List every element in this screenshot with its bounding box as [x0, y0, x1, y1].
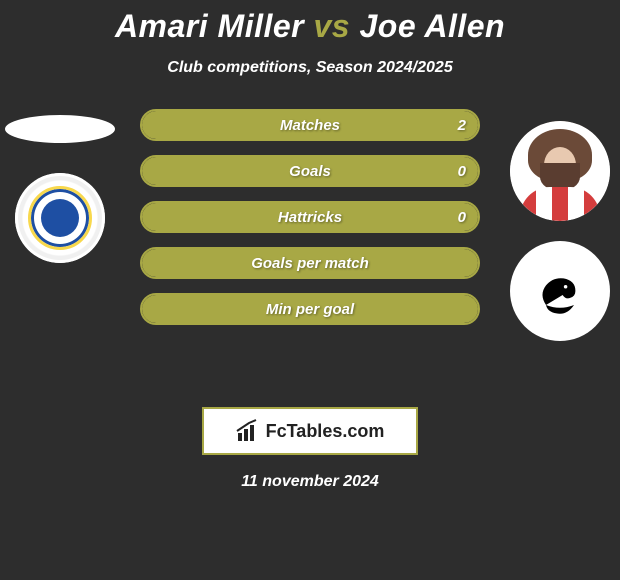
stat-value-right: 0: [458, 163, 466, 180]
stat-label: Goals per match: [251, 255, 369, 272]
stat-bars: Matches 2 Goals 0 Hattricks 0 Goals per match M…: [140, 109, 480, 325]
player1-name: Amari Miller: [115, 8, 304, 44]
player1-avatar: [5, 115, 115, 143]
leeds-badge-icon: [28, 186, 92, 250]
stat-bar: Hattricks 0: [140, 201, 480, 233]
subtitle: Club competitions, Season 2024/2025: [0, 59, 620, 77]
left-column: [0, 105, 120, 263]
swansea-badge-icon: [525, 256, 595, 326]
player2-avatar: [510, 121, 610, 221]
player2-team-badge: [510, 241, 610, 341]
stat-label: Min per goal: [266, 301, 354, 318]
stat-value-right: 2: [458, 117, 466, 134]
bar-chart-icon: [236, 419, 260, 443]
right-column: [500, 105, 620, 341]
stat-bar: Matches 2: [140, 109, 480, 141]
comparison-panel: Matches 2 Goals 0 Hattricks 0 Goals per match M…: [0, 105, 620, 385]
vs-text: vs: [314, 8, 351, 44]
page-title: Amari Miller vs Joe Allen: [0, 0, 620, 45]
player1-team-badge: [15, 173, 105, 263]
stat-label: Goals: [289, 163, 331, 180]
stat-bar: Goals 0: [140, 155, 480, 187]
date-text: 11 november 2024: [0, 473, 620, 491]
brand-box: FcTables.com: [202, 407, 418, 455]
brand-text: FcTables.com: [266, 421, 385, 442]
stat-label: Matches: [280, 117, 340, 134]
stat-bar: Min per goal: [140, 293, 480, 325]
stat-value-right: 0: [458, 209, 466, 226]
player2-name: Joe Allen: [359, 8, 505, 44]
stat-label: Hattricks: [278, 209, 342, 226]
stat-bar: Goals per match: [140, 247, 480, 279]
